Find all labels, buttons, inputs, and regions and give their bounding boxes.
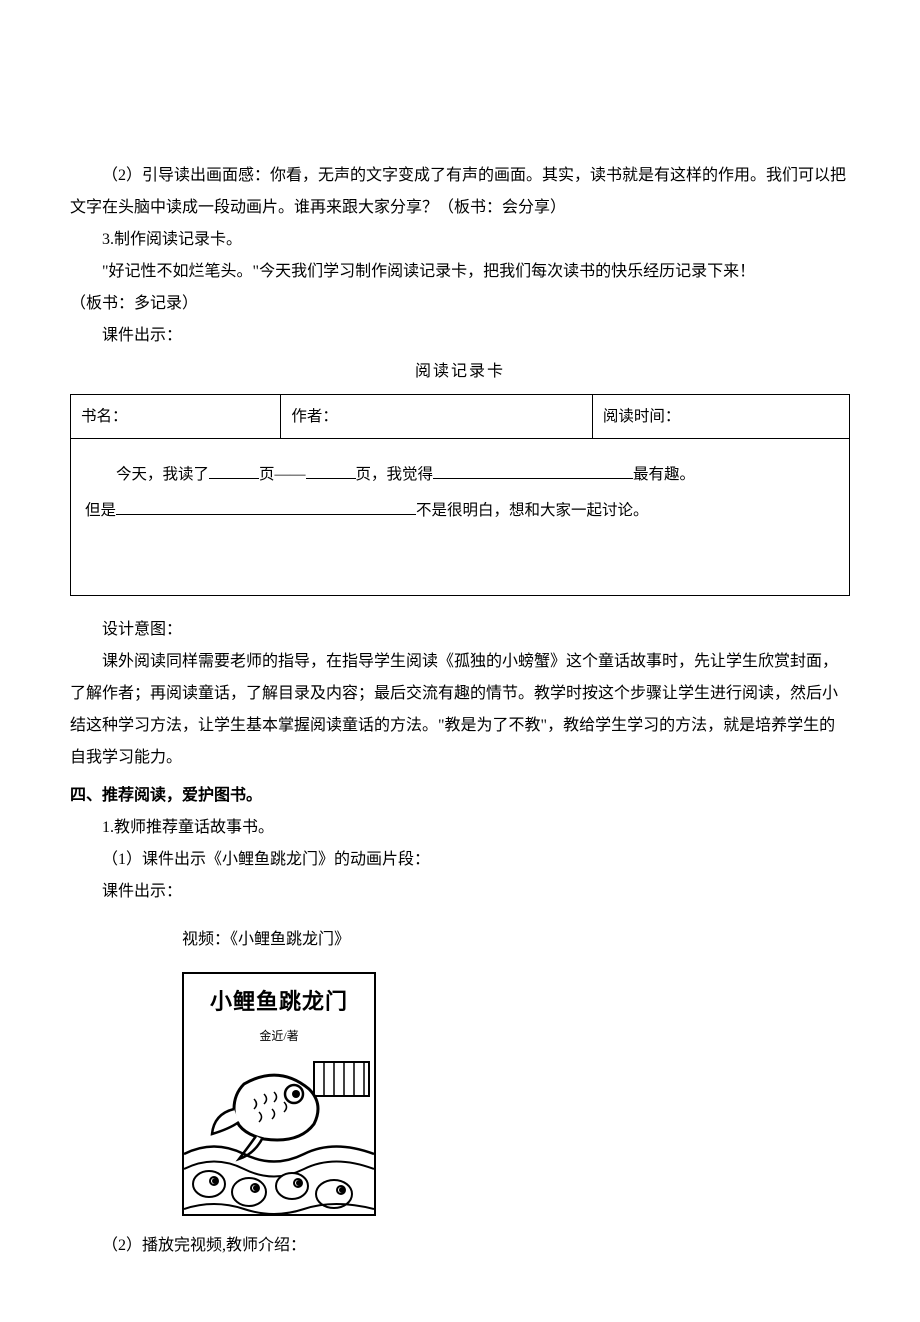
record-card-table: 书名： 作者： 阅读时间： 今天，我读了 页—— 页，我觉得 最有趣。 但是 不是很明白… — [70, 394, 850, 596]
video-caption: 视频：《小鲤鱼跳龙门》 — [182, 924, 850, 956]
paragraph: 1.教师推荐童话故事书。 — [70, 812, 850, 844]
book-cover-illustration — [184, 1054, 374, 1214]
text: 今天，我读了 — [116, 466, 209, 483]
paragraph: （2）播放完视频,教师介绍： — [70, 1230, 850, 1262]
book-cover-title: 小鲤鱼跳龙门 — [184, 974, 374, 1024]
record-card-title: 阅读记录卡 — [70, 356, 850, 388]
table-cell: 作者： — [281, 395, 593, 439]
section-heading: 四、推荐阅读，爱护图书。 — [70, 780, 850, 812]
text: 最有趣。 — [633, 466, 695, 483]
blank-line — [433, 464, 633, 479]
paragraph: "好记性不如烂笔头。"今天我们学习制作阅读记录卡，把我们每次读书的快乐经历记录下… — [70, 256, 850, 288]
paragraph: 课件出示： — [70, 320, 850, 352]
document-page: （2）引导读出画面感：你看，无声的文字变成了有声的画面。其实，读书就是有这样的作… — [0, 0, 920, 1322]
table-cell: 书名： — [71, 395, 281, 439]
paragraph: 设计意图： — [70, 614, 850, 646]
paragraph: 课外阅读同样需要老师的指导，在指导学生阅读《孤独的小螃蟹》这个童话故事时，先让学… — [70, 646, 850, 774]
paragraph: （1）课件出示《小鲤鱼跳龙门》的动画片段： — [70, 844, 850, 876]
text: 页，我觉得 — [356, 466, 434, 483]
blank-line — [209, 464, 259, 479]
paragraph: 3.制作阅读记录卡。 — [70, 224, 850, 256]
table-cell: 今天，我读了 页—— 页，我觉得 最有趣。 但是 不是很明白，想和大家一起讨论。 — [71, 439, 850, 596]
book-cover: 小鲤鱼跳龙门 金近/著 — [182, 972, 376, 1216]
text: 不是很明白，想和大家一起讨论。 — [416, 502, 649, 519]
text: 但是 — [85, 502, 116, 519]
blank-line — [116, 500, 416, 515]
paragraph: （2）引导读出画面感：你看，无声的文字变成了有声的画面。其实，读书就是有这样的作… — [70, 160, 850, 224]
paragraph: （板书：多记录） — [70, 288, 850, 320]
text: 页—— — [259, 466, 306, 483]
book-cover-author: 金近/著 — [184, 1024, 374, 1054]
table-cell: 阅读时间： — [592, 395, 849, 439]
blank-line — [306, 464, 356, 479]
paragraph: 课件出示： — [70, 876, 850, 908]
